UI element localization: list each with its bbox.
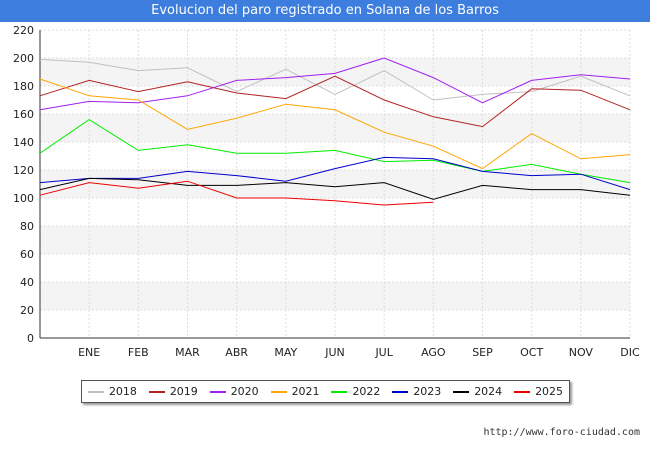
- x-tick-label: FEB: [128, 346, 149, 359]
- y-tick-label: 80: [20, 220, 34, 233]
- legend-swatch: [514, 390, 531, 393]
- legend: 2018 2019 2020 2021 2022 2023 2024 2025: [81, 380, 570, 403]
- y-tick-label: 220: [13, 24, 34, 37]
- series-line-2024: [39, 177, 631, 200]
- x-tick-label: NOV: [569, 346, 594, 359]
- x-tick-label: MAR: [175, 346, 200, 359]
- y-tick-label: 20: [20, 304, 34, 317]
- legend-item-2023: 2023: [392, 385, 441, 398]
- y-tick-label: 140: [13, 136, 34, 149]
- y-tick-label: 40: [20, 276, 34, 289]
- series-line-2025: [39, 180, 434, 206]
- legend-swatch: [209, 390, 226, 393]
- x-tick-label: SEP: [472, 346, 493, 359]
- legend-swatch: [453, 390, 470, 393]
- y-tick-label: 120: [13, 164, 34, 177]
- legend-item-2019: 2019: [148, 385, 198, 398]
- y-tick-label: 160: [13, 108, 34, 121]
- y-tick-label: 180: [13, 80, 34, 93]
- legend-label: 2019: [169, 385, 198, 398]
- legend-item-2018: 2018: [87, 385, 137, 398]
- x-tick-label: DIC: [620, 346, 640, 359]
- legend-label: 2025: [535, 385, 564, 398]
- x-tick-label: ENE: [78, 346, 100, 359]
- y-tick-label: 0: [27, 332, 34, 345]
- y-tick-label: 100: [13, 192, 34, 205]
- series-line-2022: [39, 119, 631, 184]
- series-line-2023: [39, 156, 631, 191]
- series-line-2021: [39, 78, 631, 170]
- legend-swatch: [148, 390, 165, 393]
- legend-label: 2022: [352, 385, 381, 398]
- legend-label: 2018: [108, 385, 137, 398]
- y-tick-label: 200: [13, 52, 34, 65]
- legend-label: 2024: [474, 385, 503, 398]
- x-tick-label: JUN: [324, 346, 345, 359]
- series-line-2020: [39, 57, 631, 111]
- x-tick-label: OCT: [520, 346, 543, 359]
- legend-swatch: [331, 390, 348, 393]
- legend-swatch: [270, 390, 287, 393]
- legend-swatch: [392, 390, 409, 393]
- legend-swatch: [87, 390, 104, 393]
- x-tick-label: ABR: [225, 346, 248, 359]
- x-tick-label: AGO: [421, 346, 446, 359]
- legend-item-2020: 2020: [209, 385, 259, 398]
- legend-label: 2023: [413, 385, 442, 398]
- legend-item-2021: 2021: [270, 385, 320, 398]
- series-line-2019: [39, 75, 631, 128]
- legend-label: 2020: [230, 385, 259, 398]
- series-line-2018: [39, 58, 631, 101]
- legend-item-2022: 2022: [331, 385, 380, 398]
- chart-title: Evolucion del paro registrado en Solana …: [0, 0, 650, 22]
- x-tick-label: JUL: [374, 346, 393, 359]
- x-tick-label: MAY: [274, 346, 297, 359]
- legend-item-2024: 2024: [453, 385, 502, 398]
- y-tick-label: 60: [20, 248, 34, 261]
- legend-item-2025: 2025: [514, 385, 563, 398]
- legend-label: 2021: [291, 385, 320, 398]
- source-url[interactable]: http://www.foro-ciudad.com: [483, 427, 640, 438]
